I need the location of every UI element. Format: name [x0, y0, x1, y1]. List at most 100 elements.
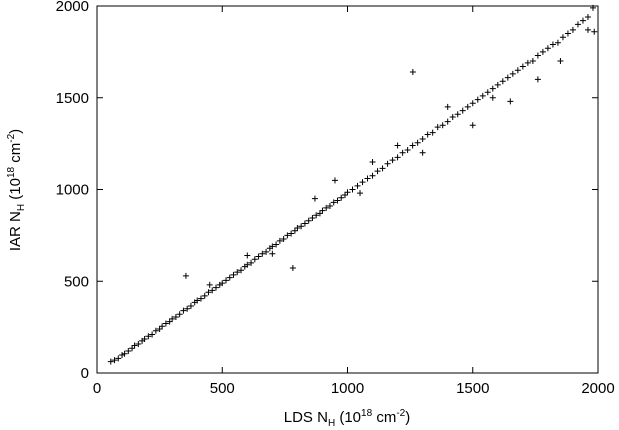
x-tick-label: 2000 [581, 380, 614, 397]
point [379, 165, 386, 172]
point [459, 107, 466, 114]
point [434, 124, 441, 131]
point [316, 210, 323, 217]
point [197, 295, 204, 302]
y-tick-label: 500 [64, 273, 89, 290]
y-label-part: H [16, 204, 27, 211]
point [309, 214, 316, 221]
point [414, 139, 421, 146]
x-tick-label: 500 [210, 380, 235, 397]
points [107, 4, 598, 365]
point [574, 21, 581, 28]
point [359, 179, 366, 186]
point [276, 237, 283, 244]
point [549, 41, 556, 48]
point [226, 274, 233, 281]
point [291, 227, 298, 234]
point [330, 199, 337, 206]
point [269, 243, 276, 250]
x-label-part: LDS N [284, 409, 328, 426]
point [534, 76, 541, 83]
point [119, 352, 126, 359]
point [166, 318, 173, 325]
point [559, 34, 566, 41]
point [419, 149, 426, 156]
point [484, 89, 491, 96]
point [334, 197, 341, 204]
point [152, 327, 159, 334]
point [298, 223, 305, 230]
point [504, 74, 511, 81]
point [205, 289, 212, 296]
point [230, 271, 237, 278]
point [121, 350, 128, 357]
point [259, 250, 266, 257]
point [489, 85, 496, 92]
point [234, 269, 241, 276]
point [273, 241, 280, 248]
y-tick-label: 0 [81, 365, 89, 382]
point [399, 149, 406, 156]
y-label-part: IAR N [7, 211, 24, 251]
point [404, 147, 411, 154]
point [374, 168, 381, 175]
y-tick-label: 2000 [56, 0, 89, 15]
point [489, 94, 496, 101]
point [180, 307, 187, 314]
point [115, 355, 122, 362]
point [338, 194, 345, 201]
point [469, 100, 476, 107]
point [182, 272, 189, 279]
point [311, 195, 318, 202]
point [394, 142, 401, 149]
point [184, 305, 191, 312]
point [305, 217, 312, 224]
point [389, 157, 396, 164]
point [439, 122, 446, 129]
point [223, 277, 230, 284]
point [474, 96, 481, 103]
x-label-part: ) [405, 409, 410, 426]
point [344, 189, 351, 196]
y-label-part: cm [7, 143, 24, 167]
point [514, 67, 521, 74]
x-label-part: H [328, 418, 335, 429]
point [469, 122, 476, 129]
point [289, 265, 296, 272]
point [156, 325, 163, 332]
point [107, 358, 114, 365]
x-label-part: (10 [335, 409, 361, 426]
point [326, 203, 333, 210]
point [238, 267, 245, 274]
point [409, 142, 416, 149]
point [354, 182, 361, 189]
point [357, 190, 364, 197]
point [341, 192, 348, 199]
point [534, 52, 541, 59]
point [212, 284, 219, 291]
point [369, 158, 376, 165]
y-tick-label: 1500 [56, 90, 89, 107]
point [544, 45, 551, 52]
point [131, 342, 138, 349]
point [444, 118, 451, 125]
point [169, 315, 176, 322]
point [288, 230, 295, 237]
point [409, 69, 416, 76]
x-label-part: -2 [396, 408, 405, 419]
point [557, 58, 564, 65]
point [331, 177, 338, 184]
point [145, 333, 152, 340]
point [499, 78, 506, 85]
point [209, 287, 216, 294]
y-tick-label: 1000 [56, 182, 89, 199]
point [129, 345, 136, 352]
point [172, 314, 179, 321]
point [429, 129, 436, 136]
point [424, 131, 431, 138]
point [125, 347, 132, 354]
point [135, 341, 142, 348]
x-tick-label: 1000 [331, 380, 364, 397]
